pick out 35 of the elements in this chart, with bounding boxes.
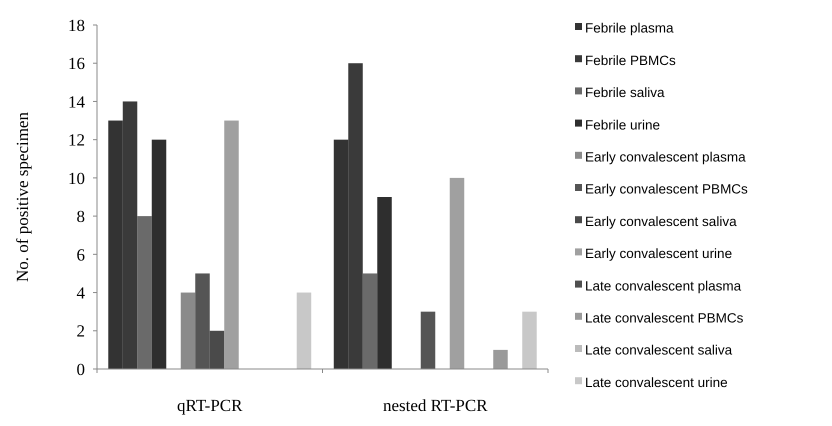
- y-tick-label: 10: [68, 168, 85, 188]
- legend-label: Febrile plasma: [585, 20, 674, 36]
- y-tick-label: 6: [76, 245, 85, 264]
- bar: [296, 292, 312, 369]
- legend-label: Late convalescent PBMCs: [585, 310, 744, 326]
- y-tick-label: 16: [68, 54, 85, 74]
- legend-label: Early convalescent plasma: [585, 150, 746, 165]
- legend-label: Early convalescent urine: [585, 246, 732, 262]
- y-tick-label: 12: [68, 130, 85, 150]
- x-tick-label: nested RT-PCR: [382, 396, 488, 415]
- legend-label: Early convalescent PBMCs: [585, 182, 748, 197]
- y-tick-label: 0: [76, 360, 85, 379]
- bar: [362, 273, 378, 369]
- bar: [420, 312, 436, 369]
- bar: [450, 178, 464, 369]
- y-tick-label: 2: [76, 322, 85, 341]
- y-tick-label: 18: [68, 16, 85, 35]
- bar: [224, 120, 239, 369]
- bar: [152, 140, 166, 369]
- legend-label: Late convalescent saliva: [585, 342, 733, 358]
- x-tick-label: qRT-PCR: [177, 396, 244, 415]
- legend-label: Febrile urine: [585, 117, 660, 132]
- bar: [137, 216, 152, 369]
- y-axis-title: No. of positive specimen: [13, 112, 32, 282]
- legend-label: Late convalescent urine: [585, 374, 728, 390]
- y-tick-label: 8: [76, 207, 85, 226]
- y-tick-label: 14: [68, 92, 86, 112]
- bar: [493, 350, 508, 369]
- legend-label: Late convalescent plasma: [585, 278, 742, 294]
- y-tick-label: 4: [76, 284, 86, 303]
- bar: [377, 197, 392, 369]
- bar: [522, 312, 537, 369]
- legend-label: Early convalescent saliva: [585, 214, 738, 229]
- legend-label: Febrile saliva: [585, 85, 666, 100]
- legend-label: Febrile PBMCs: [585, 52, 676, 68]
